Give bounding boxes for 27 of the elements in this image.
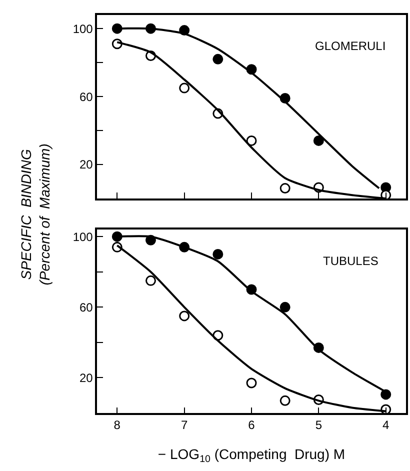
x-tick-label: 8 bbox=[114, 418, 121, 432]
y-tick-label: 20 bbox=[79, 158, 94, 172]
y-tick-label: 20 bbox=[79, 370, 94, 385]
point bbox=[212, 248, 224, 260]
point bbox=[179, 310, 190, 322]
point bbox=[179, 82, 190, 94]
x-tick-label: 4 bbox=[382, 418, 390, 432]
point bbox=[380, 389, 392, 400]
point bbox=[212, 54, 224, 64]
point bbox=[280, 183, 290, 194]
point bbox=[246, 378, 257, 388]
y-tick-label: 100 bbox=[72, 230, 94, 244]
annotation: GLOMERULI bbox=[315, 39, 386, 53]
point bbox=[280, 395, 290, 406]
point bbox=[313, 135, 324, 146]
annotation: TUBULES bbox=[323, 254, 378, 268]
y-tick-label: 100 bbox=[72, 22, 94, 36]
point bbox=[280, 302, 290, 312]
point bbox=[246, 135, 257, 146]
point bbox=[145, 275, 156, 286]
x-tick-label: 5 bbox=[315, 418, 322, 432]
x-axis-title: − LOG$_{10}$ (Competing Drug) M bbox=[158, 446, 346, 465]
y-tick-label: 60 bbox=[79, 90, 94, 104]
y-axis-title: SPECIFIC BINDING (Percent of Maximum) bbox=[18, 144, 52, 286]
y-tick-label: 60 bbox=[79, 300, 94, 314]
x-tick-label: 7 bbox=[180, 418, 188, 432]
x-tick-label: 6 bbox=[248, 418, 256, 432]
